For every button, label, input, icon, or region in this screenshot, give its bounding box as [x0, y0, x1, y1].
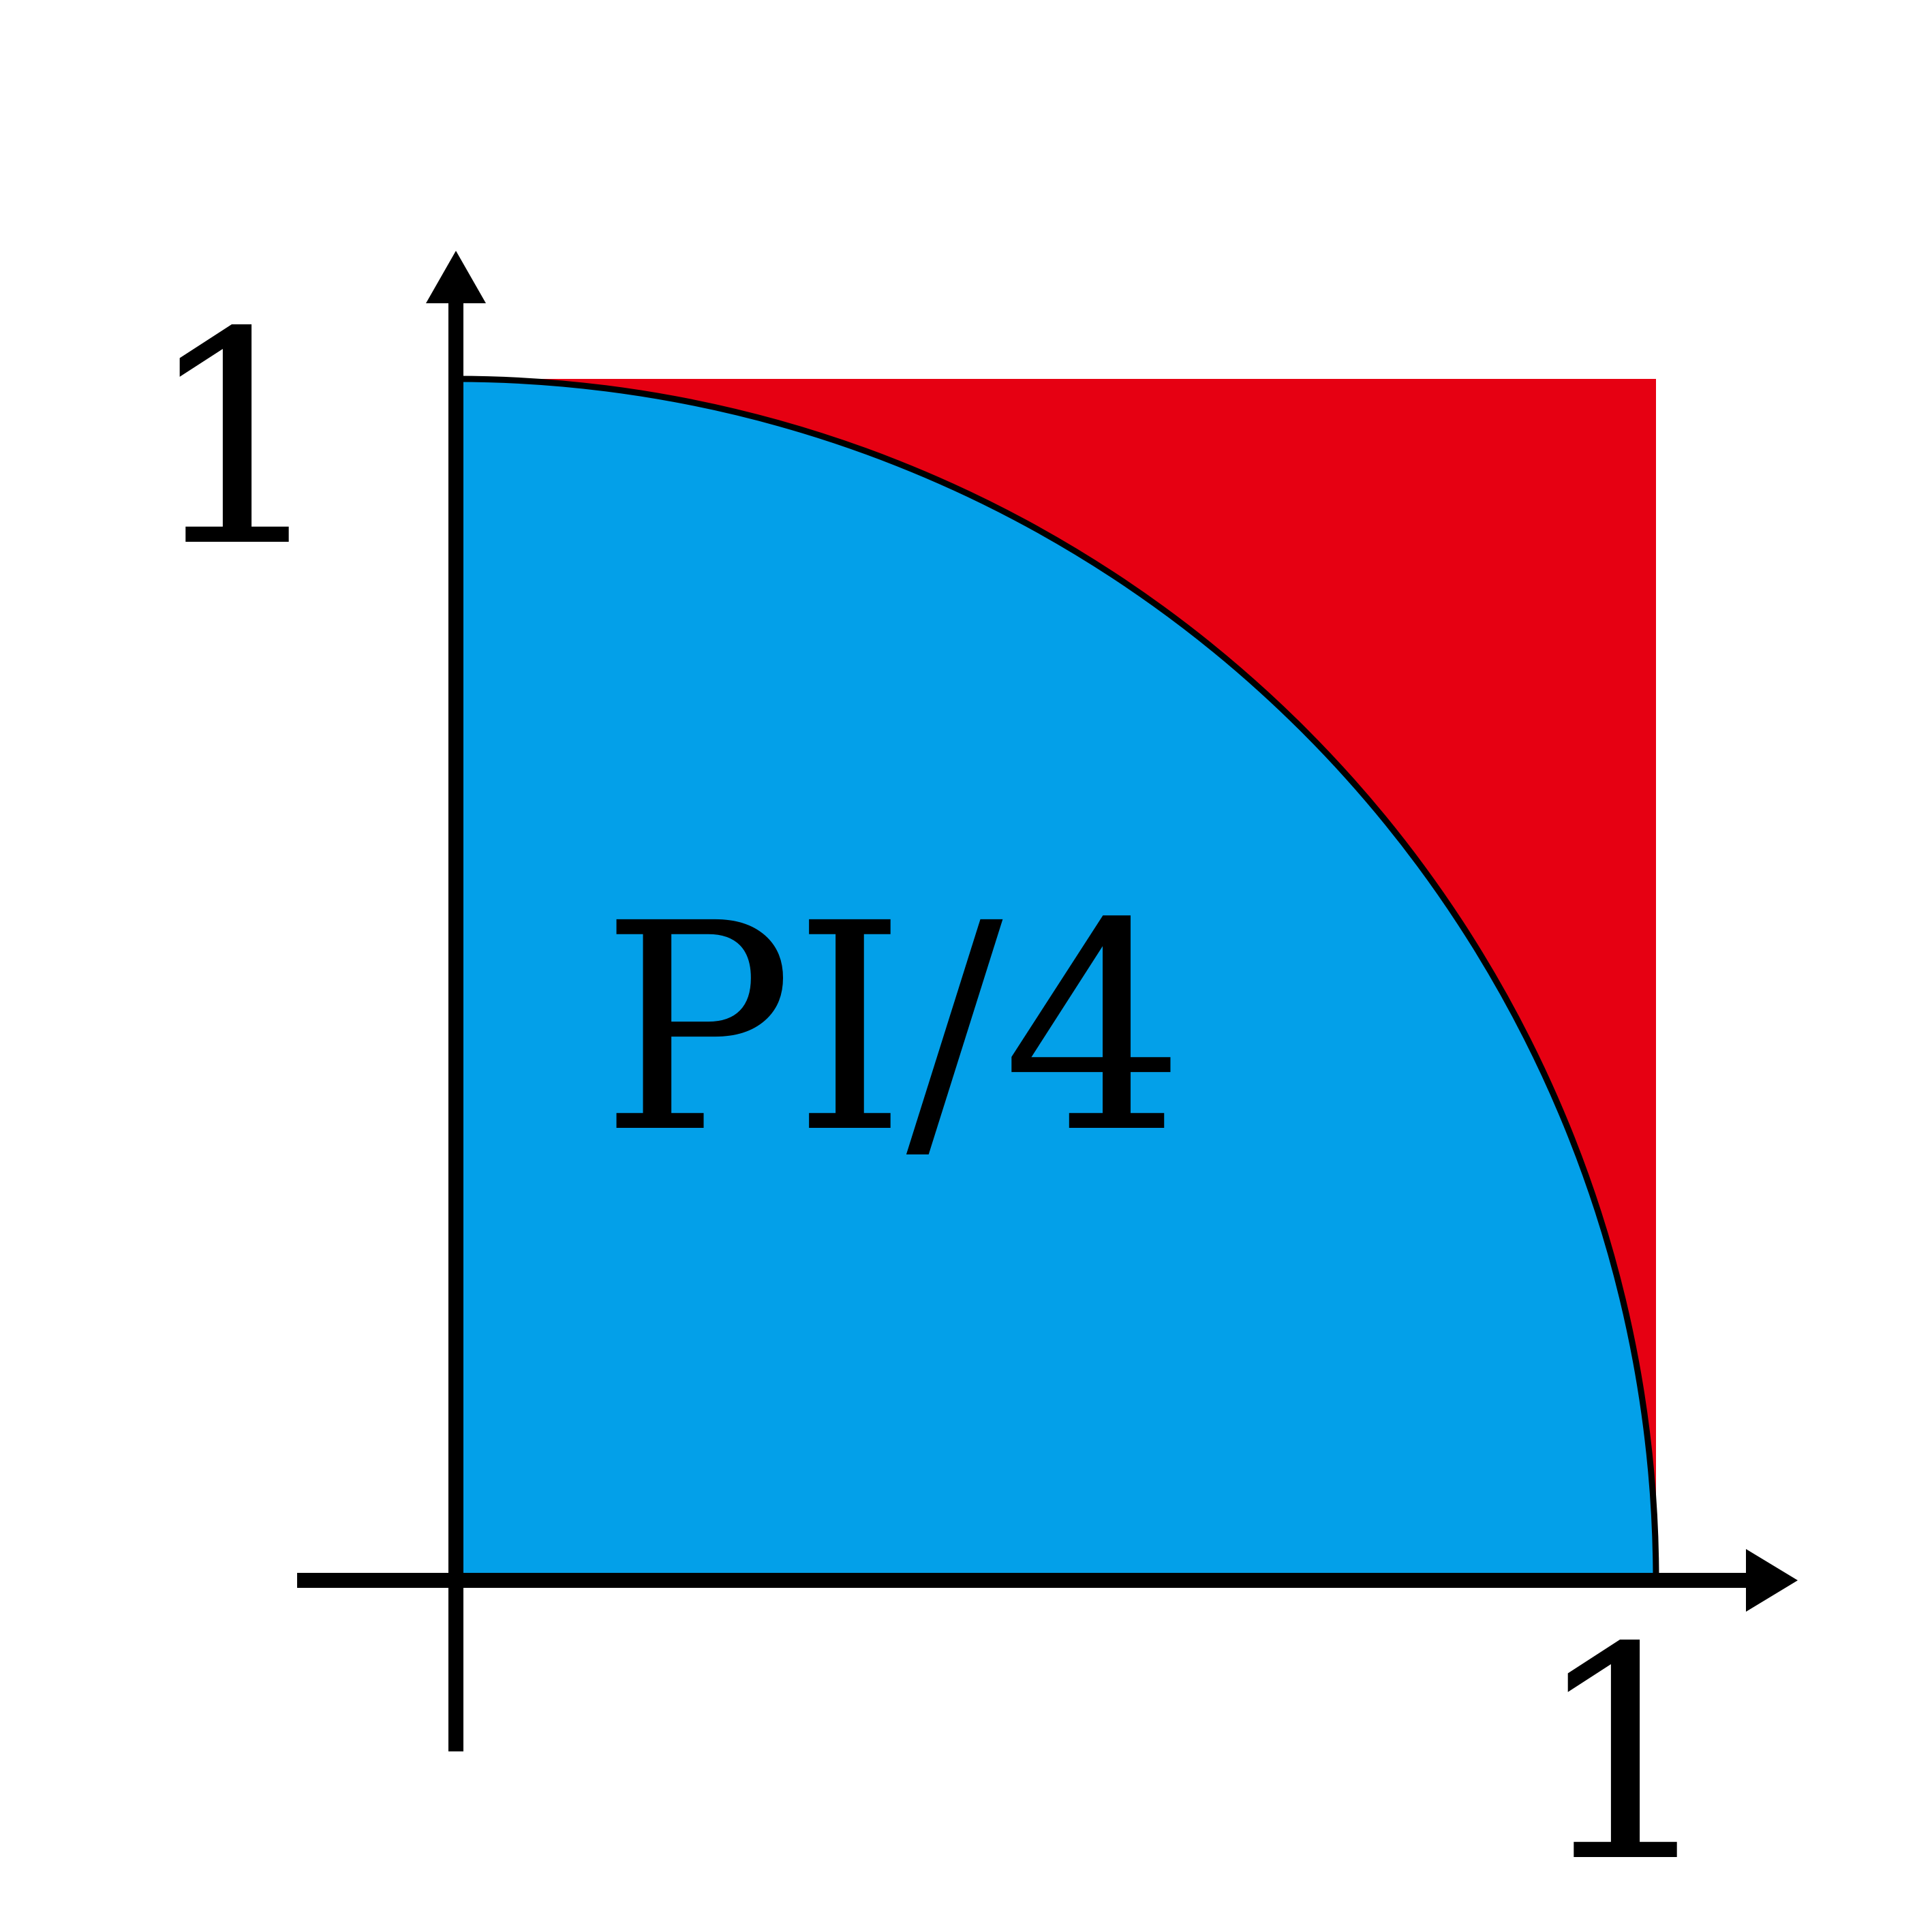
y-axis-arrowhead: [426, 251, 486, 303]
area-label: PI/4: [600, 863, 1184, 1196]
quarter-circle-arc: [455, 375, 1659, 1581]
x-axis-arrowhead: [1746, 1549, 1798, 1612]
y-axis-tick-label: 1: [144, 271, 331, 611]
quarter-circle-area: [456, 379, 1656, 1580]
x-axis-tick-label: 1: [1532, 1586, 1719, 1927]
